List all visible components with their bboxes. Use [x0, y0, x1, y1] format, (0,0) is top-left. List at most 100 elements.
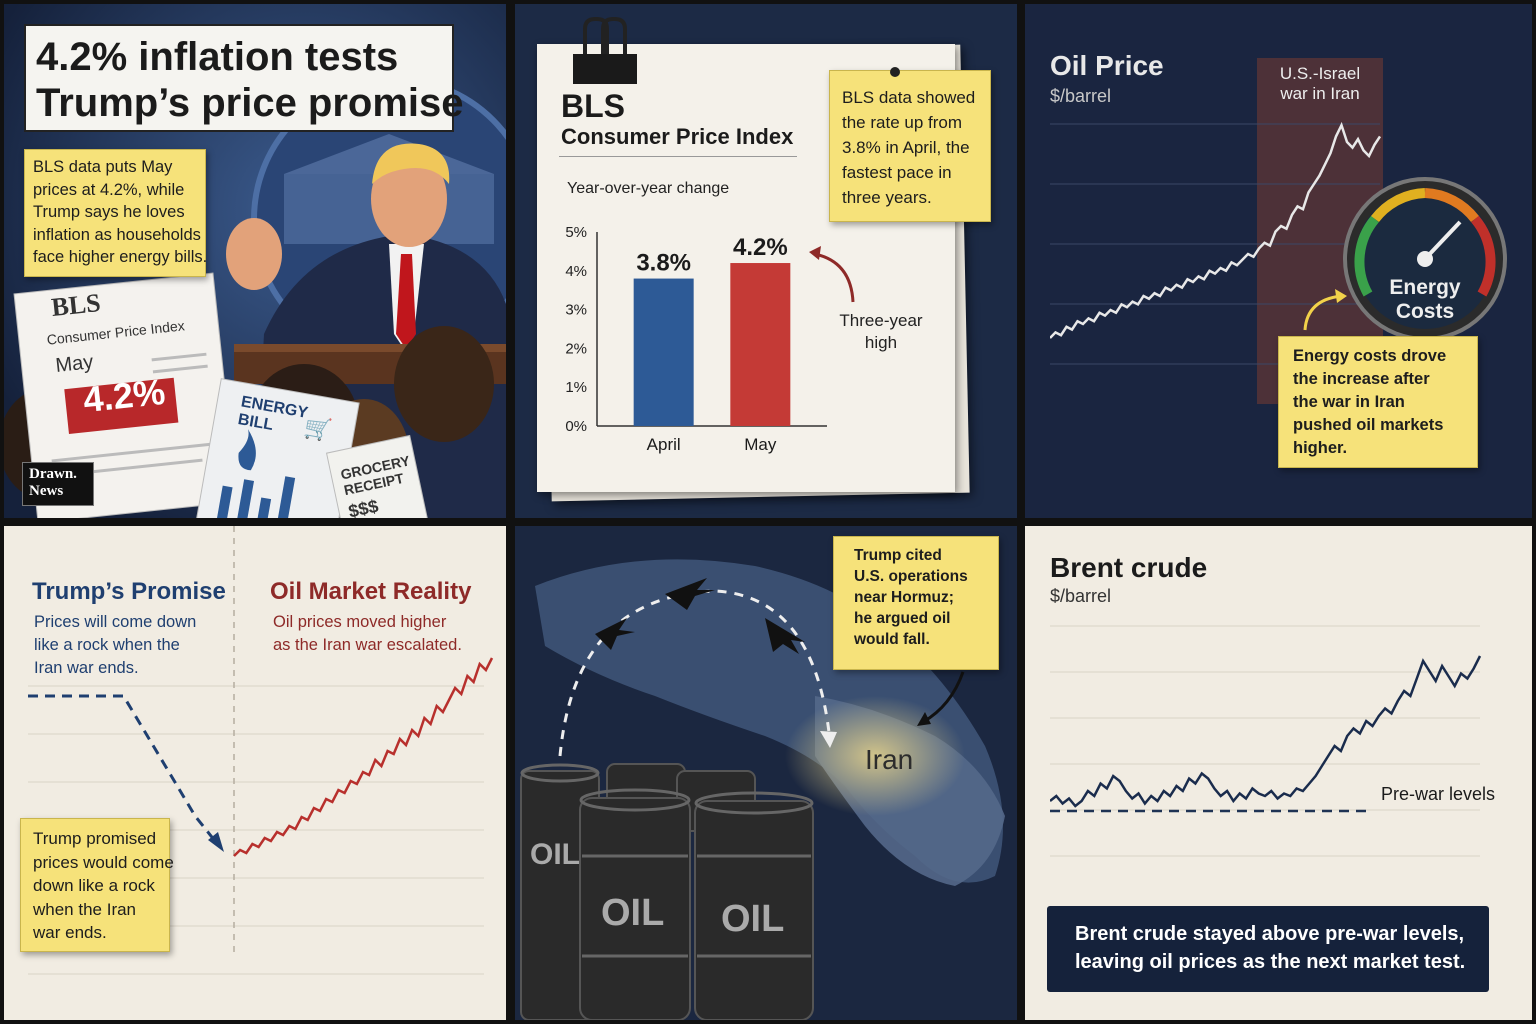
logo-line-2: News — [29, 483, 64, 499]
oil-barrels — [520, 763, 814, 1020]
chart-subtitle: Consumer Price Index — [561, 124, 794, 149]
promise-title: Trump’s Promise — [32, 578, 226, 605]
war-band-label: U.S.-Israel war in Iran — [1257, 64, 1383, 104]
hormuz-note-line: would fall. — [854, 631, 930, 648]
annotation-three-year-high: Three-year high — [833, 310, 929, 354]
reality-line: Oil prices moved higher — [273, 613, 447, 631]
annotation-line-1: Three-year — [839, 311, 923, 330]
cpi-note-line: 3.8% in April, the — [842, 138, 970, 157]
oil-price-series — [1050, 121, 1382, 339]
oil-price-line-chart — [1050, 121, 1382, 365]
energy-note-line: pushed oil markets — [1293, 416, 1444, 434]
banner-line-1: Brent crude stayed above pre-war levels, — [1075, 923, 1465, 945]
barrel-label: OIL — [721, 898, 785, 940]
energy-note-line: Energy costs drove — [1293, 347, 1447, 365]
brent-line-chart — [1050, 625, 1482, 857]
cpi-note-line: fastest pace in — [842, 163, 952, 182]
summary-line: prices at 4.2%, while — [33, 180, 185, 199]
promise-note-line: war ends. — [33, 923, 107, 942]
barrel-label: OIL — [530, 838, 580, 871]
reality-text: Oil prices moved higher as the Iran war … — [273, 611, 462, 657]
summary-line: BLS data puts May — [33, 158, 173, 176]
summary-note: BLS data puts May prices at 4.2%, while … — [24, 149, 208, 277]
panel-promise-vs-reality: Trump’s Promise Prices will come down li… — [4, 526, 506, 1020]
y-tick-label: 4% — [565, 263, 587, 280]
brent-unit: $/barrel — [1050, 586, 1112, 606]
promise-line: Prices will come down — [34, 613, 197, 631]
panel-bls-cpi-chart: BLS Consumer Price Index Year-over-year … — [515, 4, 1017, 518]
oil-unit: $/barrel — [1050, 86, 1112, 106]
axis-caption: Year-over-year change — [567, 180, 730, 197]
promise-note-line: down like a rock — [33, 876, 155, 895]
panel-brent-crude: Brent crude $/barrel Pre-war levels Bren… — [1025, 526, 1532, 1020]
category-label: May — [744, 435, 777, 454]
summary-line: face higher energy bills. — [33, 248, 208, 266]
bar-may — [730, 263, 791, 426]
y-tick-label: 5% — [565, 224, 587, 241]
gauge-label: Energy Costs — [1365, 276, 1485, 324]
promise-note-line: when the Iran — [33, 899, 137, 919]
gauge-line-2: Costs — [1395, 300, 1455, 323]
banner-line-2: leaving oil prices as the next market te… — [1075, 951, 1466, 973]
promise-arrowhead — [208, 832, 224, 852]
promise-line: like a rock when the — [34, 636, 180, 654]
promise-line: Iran war ends. — [34, 659, 139, 677]
summary-line: inflation as households — [33, 225, 201, 244]
promise-note-line: Trump promised — [33, 829, 157, 848]
chart-title: BLS — [561, 88, 625, 124]
bar-april — [633, 278, 694, 426]
binder-clip-icon — [573, 17, 637, 84]
band-line-2: war in Iran — [1280, 84, 1360, 103]
reality-series — [233, 657, 494, 857]
cpi-note: BLS data showed the rate up from 3.8% in… — [829, 67, 991, 222]
band-line-1: U.S.-Israel — [1279, 64, 1361, 83]
energy-note: Energy costs drove the increase after th… — [1278, 336, 1478, 468]
y-tick-label: 2% — [565, 340, 587, 357]
hormuz-note-line: near Hormuz; — [854, 589, 954, 606]
cart-icon: 🛒 — [302, 413, 334, 444]
promise-text: Prices will come down like a rock when t… — [34, 611, 196, 680]
y-tick-label: 0% — [565, 418, 587, 435]
summary-line: Trump says he loves — [33, 203, 185, 221]
cpi-note-line: BLS data showed — [842, 88, 976, 107]
pin-icon — [890, 67, 900, 77]
cpi-note-line: three years. — [842, 188, 932, 207]
brent-series — [1050, 655, 1482, 808]
annotation-line-2: high — [864, 333, 898, 352]
gauge-line-1: Energy — [1389, 276, 1461, 299]
energy-gauge-icon — [1343, 177, 1507, 341]
y-tick-label: 1% — [565, 379, 587, 396]
oil-title: Oil Price — [1050, 50, 1164, 81]
reality-line: as the Iran war escalated. — [273, 636, 462, 654]
curved-arrow-icon — [809, 246, 855, 303]
barrel-label: OIL — [601, 892, 665, 934]
logo-line-1: Drawn. — [29, 466, 77, 482]
promise-note: Trump promised prices would come down li… — [20, 818, 174, 952]
category-label: April — [647, 435, 681, 454]
bar-value-label: 4.2% — [733, 234, 788, 261]
hormuz-note: Trump cited U.S. operations near Hormuz;… — [833, 536, 999, 670]
panel-oil-price: Oil Price $/barrel U.S.-Israel war in Ir… — [1025, 4, 1532, 518]
bls-sheet-text: BLS Consumer Price Index May 4.2% — [42, 274, 245, 424]
headline-line-1: 4.2% inflation tests — [36, 35, 399, 79]
hormuz-note-line: Trump cited — [854, 547, 942, 564]
brent-title: Brent crude — [1050, 552, 1208, 583]
energy-note-line: the increase after — [1293, 370, 1430, 388]
title-rule — [559, 156, 797, 157]
panel-hormuz-map: Iran OIL OIL OIL Trump cited U.S. operat… — [515, 526, 1017, 1020]
energy-note-line: higher. — [1293, 439, 1348, 457]
cpi-note-line: the rate up from — [842, 113, 963, 132]
headline-line-2: Trump’s price promise — [36, 81, 464, 125]
arrow-to-gauge-icon — [1303, 289, 1347, 331]
headline-box: 4.2% inflation tests Trump’s price promi… — [24, 24, 464, 132]
panel-press-conference: 4.2% inflation tests Trump’s price promi… — [4, 4, 506, 518]
hormuz-note-line: U.S. operations — [854, 568, 968, 585]
y-tick-label: 3% — [565, 302, 587, 319]
reality-title: Oil Market Reality — [270, 578, 472, 605]
prewar-label: Pre-war levels — [1381, 784, 1496, 804]
brent-banner: Brent crude stayed above pre-war levels,… — [1047, 906, 1489, 992]
energy-note-line: the war in Iran — [1293, 393, 1405, 411]
bar-value-label: 3.8% — [636, 250, 691, 277]
drawn-news-logo: Drawn. News — [22, 462, 94, 506]
promise-note-line: prices would come — [33, 852, 174, 872]
